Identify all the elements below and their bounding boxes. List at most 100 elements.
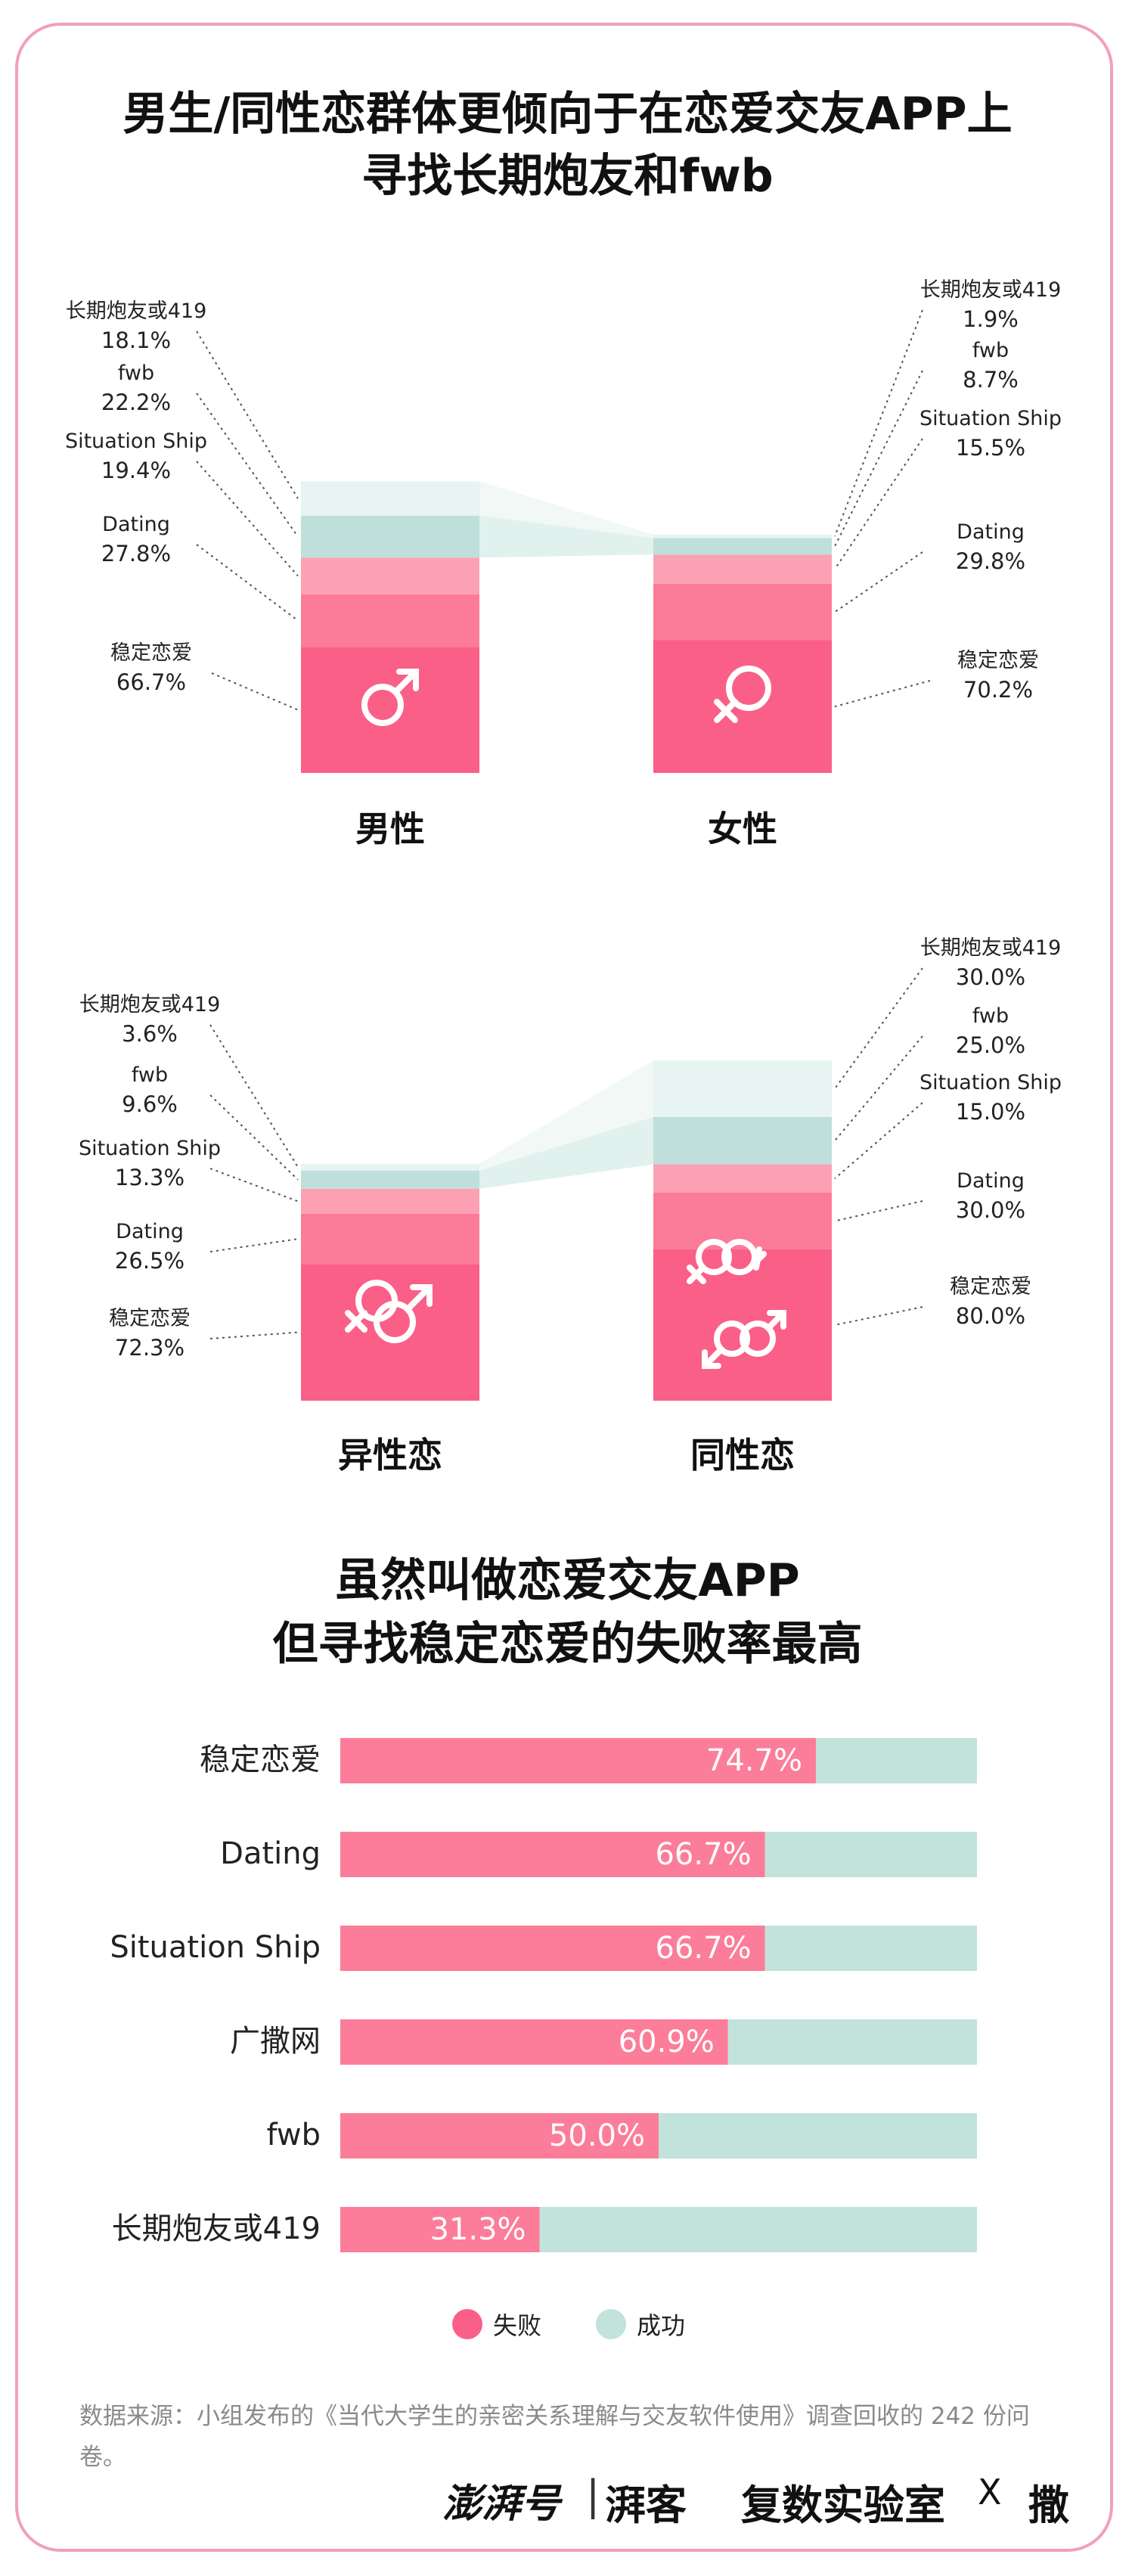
leader-right-fwb (834, 1035, 923, 1141)
fail-value-label-4: 60.9% (619, 2025, 715, 2059)
legend-label-fail: 失败 (493, 2311, 541, 2340)
connector-419 (479, 1060, 653, 1171)
connector-419 (479, 481, 653, 538)
value-label-left-419: 18.1% (101, 327, 171, 353)
legend: 失败 成功 (452, 2309, 685, 2340)
male-icon (361, 669, 419, 726)
row-label-5: fwb (267, 2118, 321, 2152)
series-label-left-419: 长期炮友或419 (66, 299, 207, 323)
value-label-left-419: 3.6% (122, 1021, 178, 1047)
leader-left-cat (211, 672, 299, 711)
connector-fwb (479, 515, 653, 558)
series-label-right-cat: 稳定恋爱 (950, 1275, 1031, 1299)
homosexual-icon (687, 1239, 786, 1369)
leader-right-situation-ship (834, 1102, 923, 1180)
leader-left-dating (209, 1238, 299, 1252)
value-label-right-situation-ship: 15.5% (956, 435, 1025, 461)
leader-right-dating (834, 1200, 923, 1222)
row-label-3: Situation Ship (110, 1930, 321, 1965)
series-label-left-dating: Dating (102, 513, 170, 536)
category-label-2: 同性恋 (690, 1435, 795, 1476)
bar-segment-situation-ship-2 (653, 554, 832, 584)
bar-segment-situation-ship-1 (301, 557, 479, 594)
row-label-2: Dating (220, 1836, 321, 1871)
legend-label-success: 成功 (637, 2311, 685, 2340)
value-label-right-dating: 29.8% (956, 548, 1025, 574)
bar-segment-cat-1 (301, 1264, 479, 1401)
card-frame (15, 23, 1113, 2552)
value-label-left-situation-ship: 19.4% (101, 458, 171, 483)
fail-value-label-3: 66.7% (656, 1931, 752, 1966)
value-label-left-cat: 66.7% (116, 669, 186, 695)
series-label-right-419: 长期炮友或419 (920, 278, 1062, 302)
leader-right-fwb (834, 370, 923, 547)
bar-chart-title-line2: 但寻找稳定恋爱的失败率最高 (272, 1618, 863, 1671)
value-label-right-fwb: 25.0% (956, 1032, 1025, 1058)
series-label-right-fwb: fwb (972, 339, 1009, 362)
leader-right-419 (834, 967, 923, 1090)
fail-value-label-6: 31.3% (430, 2212, 526, 2247)
value-label-right-dating: 30.0% (956, 1197, 1025, 1223)
leader-right-situation-ship (834, 438, 923, 570)
series-label-right-situation-ship: Situation Ship (919, 407, 1062, 430)
series-label-left-fwb: fwb (118, 362, 154, 385)
category-label-2: 女性 (708, 808, 777, 849)
value-label-right-419: 30.0% (956, 964, 1025, 990)
series-label-left-cat: 稳定恋爱 (109, 1307, 191, 1330)
bar-segment-dating-2 (653, 584, 832, 641)
leader-left-fwb (209, 1094, 299, 1181)
bar-segment-fwb-2 (653, 1117, 832, 1165)
series-label-left-fwb: fwb (132, 1063, 168, 1087)
series-label-right-cat: 稳定恋爱 (957, 649, 1039, 672)
data-source-note: 数据来源：小组发布的《当代大学生的亲密关系理解与交友软件使用》调查回收的 242… (79, 2403, 1030, 2471)
value-label-left-cat: 72.3% (115, 1335, 185, 1361)
series-label-left-situation-ship: Situation Ship (65, 430, 207, 453)
row-label-4: 广撒网 (230, 2024, 321, 2059)
logo-pengpaihao: 澎湃号 (442, 2481, 561, 2527)
bar-segment-419-1 (301, 481, 479, 516)
series-label-right-dating: Dating (957, 1169, 1025, 1193)
female-icon (714, 666, 771, 723)
stacked-chart-orientation: 异性恋 同性恋 稳定恋爱 72.3% 稳定恋爱 80.0% Dating 26.5% Datin… (79, 936, 1062, 1476)
bar-segment-situation-ship-2 (653, 1164, 832, 1193)
success-bar-2 (764, 1832, 977, 1877)
bar-segment-fwb-1 (301, 1170, 479, 1189)
legend-swatch-fail (452, 2309, 482, 2339)
value-label-right-cat: 80.0% (956, 1303, 1025, 1329)
category-label-1: 男性 (355, 808, 425, 849)
page-title-line2: 寻找长期炮友和fwb (361, 150, 774, 203)
value-label-left-dating: 26.5% (115, 1248, 185, 1274)
success-bar-1 (815, 1738, 977, 1783)
logo-cross: X (978, 2472, 1002, 2512)
value-label-right-fwb: 8.7% (963, 367, 1019, 393)
fail-bar-5 (340, 2113, 659, 2159)
series-label-right-419: 长期炮友或419 (920, 936, 1062, 960)
row-label-1: 稳定恋爱 (200, 1743, 321, 1777)
stacked-chart-gender: 男性 女性 稳定恋爱 66.7% 稳定恋爱 70.2% Dating 27.8% Dating 2… (65, 278, 1062, 849)
success-bar-4 (727, 2019, 977, 2065)
logo-sa: 撒 (1028, 2481, 1069, 2529)
bar-chart-title: 虽然叫做恋爱交友APP 但寻找稳定恋爱的失败率最高 (0, 1549, 1135, 1676)
page-title-line1: 男生/同性恋群体更倾向于在恋爱交友APP上 (122, 88, 1013, 141)
fail-value-label-2: 66.7% (656, 1837, 752, 1872)
success-bar-3 (764, 1926, 977, 1971)
leader-right-dating (834, 551, 923, 613)
legend-swatch-success (596, 2309, 626, 2339)
value-label-left-fwb: 22.2% (101, 390, 171, 415)
success-bar-5 (659, 2113, 977, 2159)
value-label-left-dating: 27.8% (101, 541, 171, 566)
leader-left-419 (196, 331, 299, 499)
value-label-left-fwb: 9.6% (122, 1091, 178, 1117)
value-label-left-situation-ship: 13.3% (115, 1165, 185, 1190)
heterosexual-icon (345, 1280, 433, 1343)
fail-bar-3 (340, 1926, 765, 1971)
series-label-left-cat: 稳定恋爱 (110, 641, 192, 665)
value-label-right-situation-ship: 15.0% (956, 1099, 1025, 1125)
fail-bar-2 (340, 1832, 765, 1877)
fail-value-label-5: 50.0% (549, 2118, 645, 2153)
logo-divider: | (586, 2472, 600, 2519)
leader-right-cat (834, 1306, 923, 1326)
logo-paike: 湃客 (605, 2481, 687, 2529)
leader-left-fwb (196, 393, 299, 538)
